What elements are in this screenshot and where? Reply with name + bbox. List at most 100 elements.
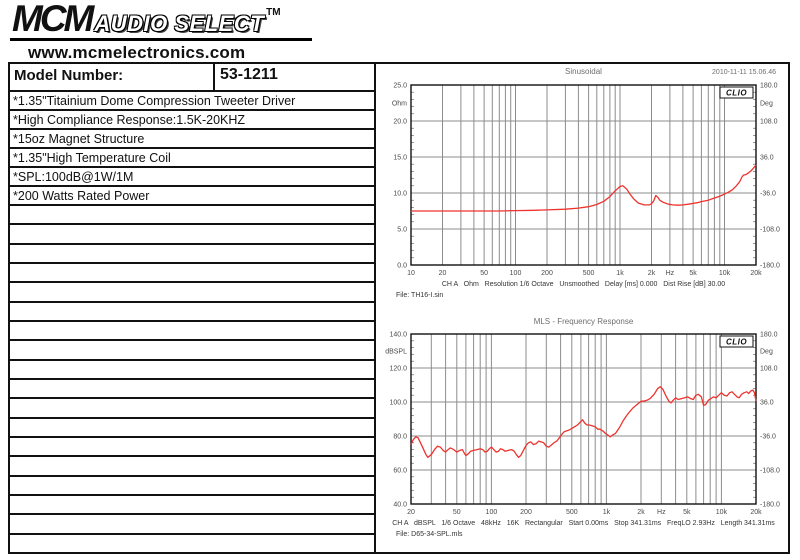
spec-empty-row xyxy=(10,283,374,303)
chart-file-line: File: D65-34-SPL.mls xyxy=(396,531,463,538)
spec-empty-row xyxy=(10,515,374,535)
y-left-tick: 10.0 xyxy=(393,191,407,198)
spec-empty-row xyxy=(10,322,374,342)
feature-row-magnet: *15oz Magnet Structure xyxy=(10,130,374,149)
x-tick: 500 xyxy=(583,270,595,277)
y-left-unit: Ohm xyxy=(392,101,407,108)
y-left-tick: 60.0 xyxy=(393,468,407,475)
x-tick: 20k xyxy=(750,509,762,516)
y-left-tick: 80.0 xyxy=(393,434,407,441)
spec-table: Model Number: 53-1211 *1.35"Titainium Do… xyxy=(10,64,376,552)
x-tick: 20 xyxy=(407,509,415,516)
x-tick: 500 xyxy=(566,509,578,516)
x-tick: Hz xyxy=(657,509,666,516)
chart-title: Sinusoidal xyxy=(565,67,602,76)
y-left-tick: 20.0 xyxy=(393,119,407,126)
x-tick: 2k xyxy=(648,270,656,277)
y-right-tick: -36.0 xyxy=(760,191,776,198)
chart-settings-line: CH A dBSPL 1/6 Octave 48kHz 16K Rectangu… xyxy=(392,520,775,527)
y-right-tick: 180.0 xyxy=(760,83,778,90)
x-tick: 50 xyxy=(453,509,461,516)
y-right-tick: -108.0 xyxy=(760,468,780,475)
spec-empty-row xyxy=(10,535,374,552)
spec-empty-row xyxy=(10,245,374,264)
model-number-label: Model Number: xyxy=(10,64,215,90)
x-tick: 5k xyxy=(683,509,691,516)
spec-empty-row xyxy=(10,457,374,477)
x-tick: 2k xyxy=(637,509,645,516)
spec-empty-rows xyxy=(10,206,374,552)
model-number-value: 53-1211 xyxy=(220,66,278,83)
y-right-tick: 36.0 xyxy=(760,155,774,162)
spec-empty-row xyxy=(10,477,374,496)
x-tick: 20k xyxy=(750,270,762,277)
spec-empty-row xyxy=(10,341,374,361)
model-number-row: Model Number: 53-1211 xyxy=(10,64,374,92)
y-left-tick: 140.0 xyxy=(389,332,407,339)
x-tick: 50 xyxy=(480,270,488,277)
spec-empty-row xyxy=(10,225,374,245)
website-url: www.mcmelectronics.com xyxy=(28,43,246,62)
spec-empty-row xyxy=(10,438,374,458)
clio-badge xyxy=(719,335,754,348)
y-left-tick: 0.0 xyxy=(397,263,407,270)
feature-row-response: *High Compliance Response:1.5K-20KHZ xyxy=(10,111,374,130)
feature-row-tweeter-driver: *1.35"Titainium Dome Compression Tweeter… xyxy=(10,92,374,111)
clio-badge xyxy=(719,86,754,99)
x-tick: 5k xyxy=(689,270,697,277)
spec-empty-row xyxy=(10,303,374,322)
chart-timestamp: 2010-11-11 15.06.46 xyxy=(712,69,776,76)
y-right-tick: 180.0 xyxy=(760,332,778,339)
x-tick: 100 xyxy=(486,509,498,516)
y-right-tick: -36.0 xyxy=(760,434,776,441)
x-tick: 1k xyxy=(603,509,611,516)
spec-empty-row xyxy=(10,399,374,419)
series-curve xyxy=(411,164,757,212)
feature-row-spl: *SPL:100dB@1W/1M xyxy=(10,168,374,187)
y-left-unit: dBSPL xyxy=(385,349,407,356)
y-left-tick: 5.0 xyxy=(397,227,407,234)
spec-empty-row xyxy=(10,361,374,380)
chart-file-line: File: TH16-I.sin xyxy=(396,292,443,299)
trademark-symbol: TM xyxy=(266,7,281,18)
chart-settings-line: CH A Ohm Resolution 1/6 Octave Unsmoothe… xyxy=(442,281,725,288)
x-tick: 200 xyxy=(520,509,532,516)
charts-panel: Sinusoidal 2010-11-11 15.06.46 25.0 20.0 15.… xyxy=(372,64,788,552)
brand-header: MCM AUDIO SELECT TM www.mcmelectronics.c… xyxy=(10,0,312,63)
feature-row-coil: *1.35"High Temperature Coil xyxy=(10,149,374,168)
y-left-tick: 100.0 xyxy=(389,400,407,407)
y-right-tick: 108.0 xyxy=(760,366,778,373)
x-tick: 1k xyxy=(616,270,624,277)
spec-empty-row xyxy=(10,264,374,284)
x-tick: 100 xyxy=(510,270,522,277)
series-curve xyxy=(410,386,757,458)
y-right-unit: Deg xyxy=(760,101,773,108)
clio-logo-text: CLIO xyxy=(726,338,747,347)
y-right-tick: -180.0 xyxy=(760,502,780,509)
impedance-chart: Sinusoidal 2010-11-11 15.06.46 25.0 20.0 15.… xyxy=(372,64,788,317)
mcm-audio-select-logo: MCM AUDIO SELECT TM xyxy=(10,0,312,41)
y-left-tick: 40.0 xyxy=(393,502,407,509)
spec-empty-row xyxy=(10,380,374,400)
x-tick: 200 xyxy=(541,270,553,277)
x-tick: Hz xyxy=(666,270,675,277)
y-left-tick: 120.0 xyxy=(389,366,407,373)
y-right-unit: Deg xyxy=(760,349,773,356)
logo-audio-select-text: AUDIO SELECT xyxy=(94,11,265,36)
chart-title: MLS - Frequency Response xyxy=(534,317,634,326)
feature-row-power: *200 Watts Rated Power xyxy=(10,187,374,206)
spec-empty-row xyxy=(10,206,374,226)
y-right-tick: 108.0 xyxy=(760,119,778,126)
x-tick: 20 xyxy=(439,270,447,277)
y-left-tick: 15.0 xyxy=(393,155,407,162)
y-right-tick: 36.0 xyxy=(760,400,774,407)
y-right-tick: -180.0 xyxy=(760,263,780,270)
logo-mcm-text: MCM xyxy=(12,0,94,39)
clio-logo-text: CLIO xyxy=(726,89,747,98)
frequency-response-chart: MLS - Frequency Response 140.0 120.0 100.0 8… xyxy=(372,312,788,557)
x-tick: 10 xyxy=(407,270,415,277)
x-tick: 10k xyxy=(716,509,728,516)
spec-sheet-frame: Model Number: 53-1211 *1.35"Titainium Do… xyxy=(8,62,790,554)
y-left-tick: 25.0 xyxy=(393,83,407,90)
y-right-tick: -108.0 xyxy=(760,227,780,234)
